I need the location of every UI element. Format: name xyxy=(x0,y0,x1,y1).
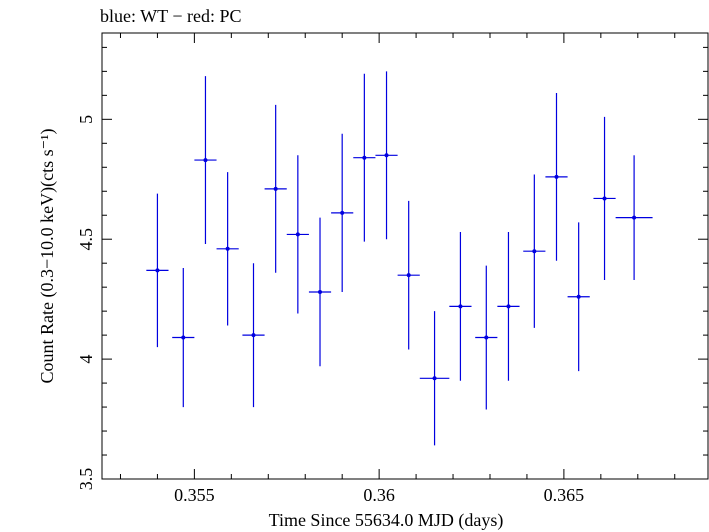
data-marker xyxy=(273,186,278,191)
data-marker xyxy=(602,196,607,201)
data-point xyxy=(216,172,239,326)
data-marker xyxy=(554,174,559,179)
data-point xyxy=(375,71,398,240)
data-marker xyxy=(458,304,463,309)
data-point xyxy=(353,73,376,242)
data-marker xyxy=(181,335,186,340)
x-tick-label: 0.355 xyxy=(174,485,215,505)
y-tick-label: 3.5 xyxy=(76,468,96,491)
data-marker xyxy=(632,215,637,220)
data-marker xyxy=(203,158,208,163)
data-point xyxy=(567,222,590,372)
y-tick-label: 5 xyxy=(76,115,96,124)
plot-frame xyxy=(101,32,709,480)
data-marker xyxy=(295,232,300,237)
data-marker xyxy=(362,155,367,160)
data-point xyxy=(331,133,354,292)
axis-ticks xyxy=(102,33,708,480)
data-point xyxy=(545,92,568,261)
data-point xyxy=(449,232,472,381)
data-point xyxy=(264,104,287,273)
data-point xyxy=(194,76,217,245)
data-point xyxy=(286,155,309,314)
x-tick-label: 0.365 xyxy=(544,485,585,505)
data-point xyxy=(523,174,546,328)
data-point xyxy=(146,193,169,348)
data-marker xyxy=(532,249,537,254)
x-tick-label: 0.36 xyxy=(363,485,395,505)
data-marker xyxy=(155,268,160,273)
x-axis-title: Time Since 55634.0 MJD (days) xyxy=(269,510,504,531)
y-axis-title: Count Rate (0.3−10.0 keV)(cts s⁻¹) xyxy=(37,128,58,383)
data-point xyxy=(615,155,653,280)
y-tick-label: 4 xyxy=(76,355,96,364)
chart-title: blue: WT − red: PC xyxy=(100,6,241,26)
data-point xyxy=(475,265,498,410)
data-marker xyxy=(484,335,489,340)
data-marker xyxy=(318,289,323,294)
data-marker xyxy=(340,210,345,215)
data-marker xyxy=(506,304,511,309)
data-point xyxy=(308,217,332,367)
y-tick-label: 4.5 xyxy=(76,228,96,251)
data-point xyxy=(242,263,265,408)
data-point xyxy=(172,267,195,408)
data-marker xyxy=(432,376,437,381)
data-marker xyxy=(576,294,581,299)
data-point xyxy=(593,116,616,280)
data-marker xyxy=(225,246,230,251)
data-point xyxy=(497,232,520,381)
data-point xyxy=(419,311,450,446)
data-marker xyxy=(406,273,411,278)
data-point xyxy=(397,200,420,350)
data-points xyxy=(146,71,653,446)
data-marker xyxy=(384,153,389,158)
data-marker xyxy=(251,333,256,338)
axis-tick-labels: 0.355 0.36 0.365 3.5 4 4.5 5 xyxy=(76,115,584,505)
